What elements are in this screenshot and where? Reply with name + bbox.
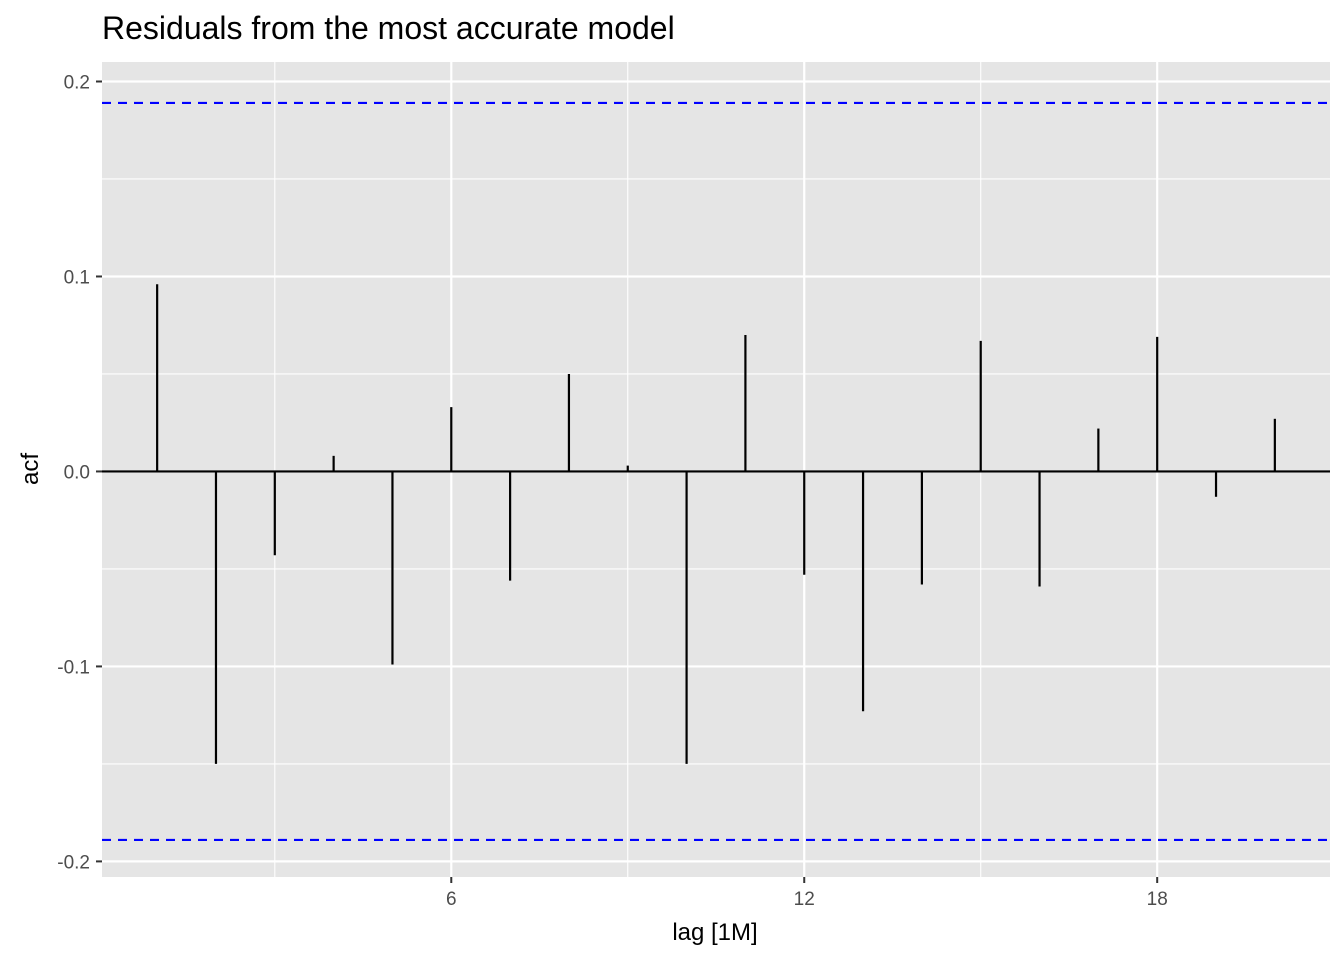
x-tick-label: 12 — [794, 889, 815, 910]
chart-title: Residuals from the most accurate model — [102, 10, 675, 46]
y-axis: -0.2 -0.1 0.0 0.1 0.2 — [57, 72, 102, 873]
y-tick-label: 0.0 — [64, 462, 90, 483]
y-axis-label: acf — [17, 453, 44, 485]
y-tick-label: -0.1 — [57, 657, 90, 678]
x-axis-label: lag [1M] — [672, 919, 757, 946]
y-tick-label: 0.2 — [64, 72, 90, 93]
x-axis: 6 12 18 — [446, 877, 1168, 910]
confidence-bounds — [102, 101, 1330, 842]
y-tick-label: 0.1 — [64, 267, 90, 288]
x-tick-label: 18 — [1147, 889, 1168, 910]
plot-panel — [102, 62, 1330, 877]
y-tick-label: -0.2 — [57, 852, 90, 873]
x-tick-label: 6 — [446, 889, 457, 910]
acf-bars — [156, 284, 1276, 764]
